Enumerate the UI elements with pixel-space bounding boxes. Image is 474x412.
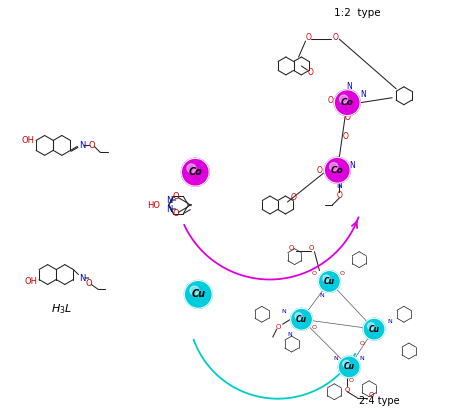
Text: O: O bbox=[344, 113, 350, 122]
Circle shape bbox=[329, 162, 338, 171]
Text: O: O bbox=[85, 279, 91, 288]
Text: N: N bbox=[166, 205, 173, 214]
Text: O: O bbox=[312, 325, 317, 330]
Circle shape bbox=[363, 318, 385, 340]
Text: Cu: Cu bbox=[191, 289, 205, 300]
Text: =: = bbox=[171, 198, 176, 204]
Text: O: O bbox=[276, 324, 282, 330]
Circle shape bbox=[343, 360, 350, 368]
Text: O: O bbox=[328, 96, 333, 105]
Text: H$_3$L: H$_3$L bbox=[51, 302, 72, 316]
Text: N: N bbox=[281, 309, 286, 314]
Text: N: N bbox=[79, 141, 86, 150]
Text: O: O bbox=[360, 341, 365, 346]
Text: N: N bbox=[287, 332, 292, 337]
Text: N: N bbox=[346, 82, 352, 91]
Circle shape bbox=[338, 356, 360, 378]
Text: O: O bbox=[340, 271, 345, 276]
Text: N: N bbox=[166, 196, 173, 205]
Text: O: O bbox=[368, 392, 374, 398]
Circle shape bbox=[324, 157, 350, 183]
Text: O: O bbox=[306, 33, 311, 42]
Circle shape bbox=[319, 271, 340, 293]
Text: 1:2  type: 1:2 type bbox=[334, 8, 381, 18]
Text: O: O bbox=[345, 387, 350, 393]
Text: Cu: Cu bbox=[324, 277, 335, 286]
Circle shape bbox=[187, 164, 196, 173]
Text: O: O bbox=[317, 166, 322, 175]
Text: 2:4 type: 2:4 type bbox=[359, 396, 400, 406]
Text: Cu: Cu bbox=[296, 315, 307, 324]
Text: Co: Co bbox=[331, 166, 344, 175]
Text: N: N bbox=[360, 90, 366, 99]
Circle shape bbox=[339, 95, 348, 103]
Text: =: = bbox=[83, 276, 89, 281]
Circle shape bbox=[182, 158, 209, 186]
Text: O: O bbox=[291, 192, 296, 201]
Text: O: O bbox=[172, 192, 179, 201]
Circle shape bbox=[323, 275, 330, 282]
Text: O: O bbox=[342, 132, 348, 141]
Circle shape bbox=[291, 308, 312, 330]
Text: O: O bbox=[349, 378, 354, 383]
Text: N: N bbox=[388, 319, 392, 324]
Text: N: N bbox=[360, 356, 365, 361]
Text: O: O bbox=[289, 245, 294, 251]
Text: N: N bbox=[319, 293, 324, 298]
Text: Co: Co bbox=[188, 167, 202, 177]
Text: Co: Co bbox=[341, 98, 354, 107]
Text: O: O bbox=[337, 191, 342, 199]
Text: N: N bbox=[337, 180, 342, 190]
Text: N: N bbox=[333, 356, 337, 361]
Text: Cu: Cu bbox=[344, 363, 355, 371]
Text: O: O bbox=[307, 68, 313, 77]
Circle shape bbox=[184, 281, 212, 308]
Circle shape bbox=[367, 323, 374, 330]
Text: N: N bbox=[79, 274, 86, 283]
Text: O: O bbox=[312, 271, 317, 276]
Text: O: O bbox=[332, 33, 338, 42]
Text: O: O bbox=[309, 245, 314, 251]
Text: =: = bbox=[171, 206, 176, 212]
Text: N: N bbox=[349, 161, 355, 170]
Circle shape bbox=[295, 313, 302, 320]
Text: HO: HO bbox=[147, 201, 161, 210]
Text: Cu: Cu bbox=[369, 325, 380, 334]
Circle shape bbox=[190, 286, 199, 295]
Text: O: O bbox=[89, 141, 96, 150]
Text: O: O bbox=[172, 209, 179, 218]
Text: OH: OH bbox=[22, 136, 35, 145]
Text: OH: OH bbox=[25, 276, 38, 286]
Circle shape bbox=[334, 90, 360, 116]
